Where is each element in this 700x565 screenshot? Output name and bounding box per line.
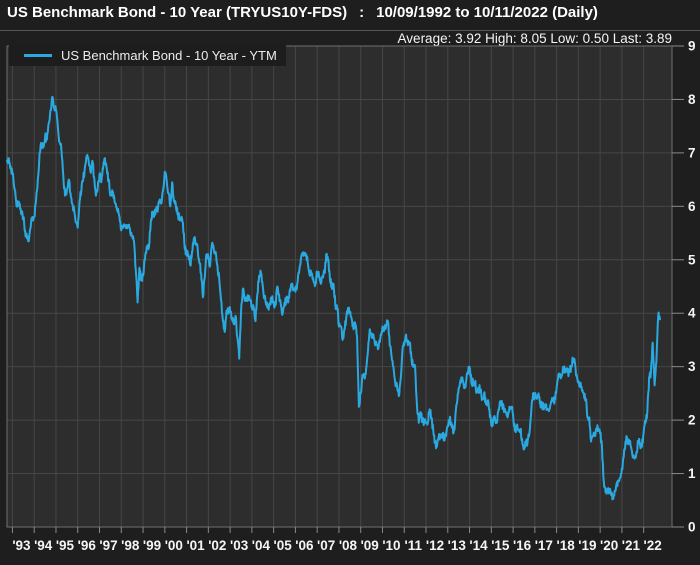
ytm-series-line	[6, 95, 661, 501]
x-axis-tick-label: '04	[252, 538, 271, 553]
title-instrument: US Benchmark Bond - 10 Year (TRYUS10Y-FD…	[7, 4, 348, 21]
x-axis-tick-label: '96	[78, 538, 97, 553]
x-axis-tick-label: '07	[317, 538, 335, 553]
y-axis-tick-label: 0	[688, 520, 696, 535]
y-axis-tick-label: 9	[688, 39, 696, 54]
y-axis-tick-label: 4	[688, 306, 696, 321]
x-axis-tick-label: '94	[34, 538, 53, 553]
y-axis-tick-label: 3	[688, 359, 696, 374]
y-axis-tick-label: 5	[688, 252, 696, 267]
x-axis-tick-label: '97	[99, 538, 117, 553]
x-axis-tick-label: '16	[513, 538, 532, 553]
x-axis-tick-label: '11	[404, 538, 422, 553]
y-axis-tick-label: 2	[688, 413, 696, 428]
x-axis-tick-label: '02	[208, 538, 226, 553]
x-axis-tick-label: '20	[600, 538, 618, 553]
x-axis-tick-label: '05	[274, 538, 293, 553]
x-axis-tick-label: '09	[361, 538, 379, 553]
x-axis-tick-label: '18	[556, 538, 575, 553]
x-axis-tick-label: '13	[448, 538, 467, 553]
legend-line-icon	[24, 54, 52, 57]
x-axis-tick-label: '19	[578, 538, 596, 553]
x-axis-tick-label: '95	[56, 538, 75, 553]
x-axis-tick-label: '03	[230, 538, 249, 553]
y-axis-tick-label: 7	[688, 145, 696, 160]
x-axis-tick-label: '01	[186, 538, 205, 553]
title-separator	[0, 30, 700, 31]
legend-series-label: US Benchmark Bond - 10 Year - YTM	[61, 48, 277, 63]
x-axis-tick-label: '00	[165, 538, 183, 553]
y-axis-tick-label: 6	[688, 199, 696, 214]
x-axis-tick-label: '22	[644, 538, 662, 553]
x-axis-tick-label: '14	[469, 538, 488, 553]
x-axis-tick-label: '17	[535, 538, 553, 553]
plot-border	[6, 45, 673, 528]
x-axis-tick-label: '08	[339, 538, 358, 553]
x-axis-tick-label: '10	[382, 538, 400, 553]
y-axis-tick-label: 8	[688, 92, 696, 107]
x-axis-tick-label: '21	[622, 538, 641, 553]
x-axis-tick-label: '98	[121, 538, 140, 553]
x-axis-tick-label: '99	[143, 538, 161, 553]
plot-area-background	[7, 46, 672, 527]
stats-text: Average: 3.92 High: 8.05 Low: 0.50 Last:…	[397, 31, 672, 46]
page-title: US Benchmark Bond - 10 Year (TRYUS10Y-FD…	[7, 4, 693, 28]
stats-row: Average: 3.92 High: 8.05 Low: 0.50 Last:…	[0, 31, 672, 46]
title-date-range: 10/09/1992 to 10/11/2022 (Daily)	[376, 4, 598, 21]
title-colon: :	[359, 4, 365, 21]
legend-box[interactable]: US Benchmark Bond - 10 Year - YTM	[9, 45, 286, 66]
y-axis-tick-label: 1	[688, 466, 696, 481]
x-axis-tick-label: '93	[12, 538, 31, 553]
x-axis-tick-label: '12	[426, 538, 444, 553]
x-axis-tick-label: '06	[295, 538, 314, 553]
x-axis-tick-label: '15	[491, 538, 510, 553]
